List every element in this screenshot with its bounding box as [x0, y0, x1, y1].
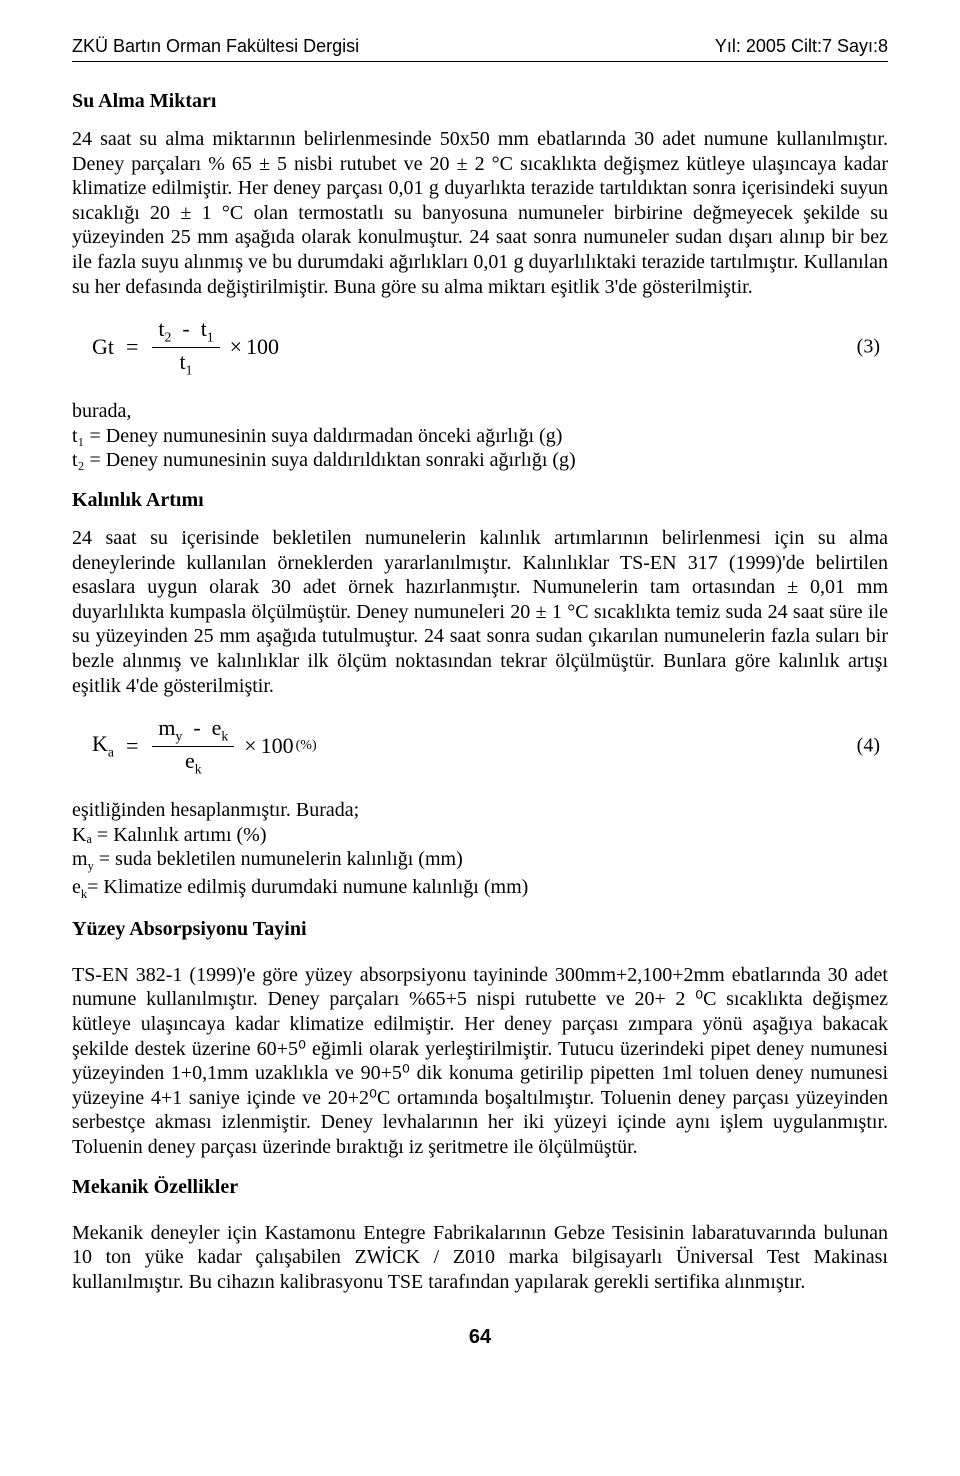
eq4-where-my: my = suda bekletilen numunelerin kalınlı… [72, 848, 463, 870]
equation-4: Ka = my - ek ek × 100 (%) (4) [72, 714, 888, 778]
eq4-num-b: e [212, 715, 222, 740]
eq3-num-b-sub: 1 [207, 329, 214, 344]
eq4-num-b-sub: k [221, 728, 228, 743]
section-title-su-alma: Su Alma Miktarı [72, 90, 888, 113]
eq4-tail: 100 [261, 733, 294, 759]
section-title-yuzey: Yüzey Absorpsiyonu Tayini [72, 918, 888, 941]
eq3-den-sub: 1 [186, 362, 193, 377]
eq4-where: eşitliğinden hesaplanmıştır. Burada; Kₐ … [72, 798, 888, 902]
journal-name: ZKÜ Bartın Orman Fakültesi Dergisi [72, 36, 359, 57]
equals-sign: = [126, 733, 138, 759]
eq3-number: (3) [857, 336, 880, 359]
eq4-den-sub: k [195, 761, 202, 776]
eq4-lhs: Ka [92, 731, 114, 760]
eq4-lhs-sym: K [92, 731, 108, 756]
section-body-yuzey: TS-EN 382-1 (1999)'e göre yüzey absorpsi… [72, 963, 888, 1160]
eq3-where-t2: t₂ = Deney numunesinin suya daldırıldıkt… [72, 449, 576, 471]
times-sign: × [230, 334, 242, 360]
eq3-tail: 100 [246, 334, 279, 360]
equals-sign: = [126, 334, 138, 360]
eq4-where-ka: Kₐ = Kalınlık artımı (%) [72, 824, 266, 846]
eq4-lhs-sub: a [108, 745, 114, 760]
eq3-where: burada, t₁ = Deney numunesinin suya dald… [72, 399, 888, 473]
eq4-num-a-sub: y [176, 728, 183, 743]
section-body-mekanik: Mekanik deneyler için Kastamonu Entegre … [72, 1221, 888, 1295]
eq4-where-ek: ek= Klimatize edilmiş durumdaki numune k… [72, 876, 528, 898]
eq4-num-a: m [158, 715, 175, 740]
eq3-num-a-sub: 2 [165, 329, 172, 344]
page-number: 64 [72, 1326, 888, 1349]
eq4-pct: (%) [296, 738, 317, 754]
section-body-su-alma: 24 saat su alma miktarının belirlenmesin… [72, 127, 888, 299]
eq3-fraction: t2 - t1 t1 [152, 317, 219, 377]
equation-3: Gt = t2 - t1 t1 × 100 (3) [72, 315, 888, 379]
eq3-lhs: Gt [92, 334, 114, 360]
section-body-kalinlik: 24 saat su içerisinde bekletilen numunel… [72, 526, 888, 698]
eq4-where-intro: eşitliğinden hesaplanmıştır. Burada; [72, 799, 359, 821]
eq3-where-intro: burada, [72, 400, 131, 422]
eq3-where-t1: t₁ = Deney numunesinin suya daldırmadan … [72, 425, 562, 447]
section-title-kalinlik: Kalınlık Artımı [72, 489, 888, 512]
section-title-mekanik: Mekanik Özellikler [72, 1176, 888, 1199]
eq4-fraction: my - ek ek [152, 716, 234, 776]
times-sign: × [244, 733, 256, 759]
eq4-den: e [185, 748, 195, 773]
issue-info: Yıl: 2005 Cilt:7 Sayı:8 [715, 36, 888, 57]
eq4-number: (4) [857, 735, 880, 758]
